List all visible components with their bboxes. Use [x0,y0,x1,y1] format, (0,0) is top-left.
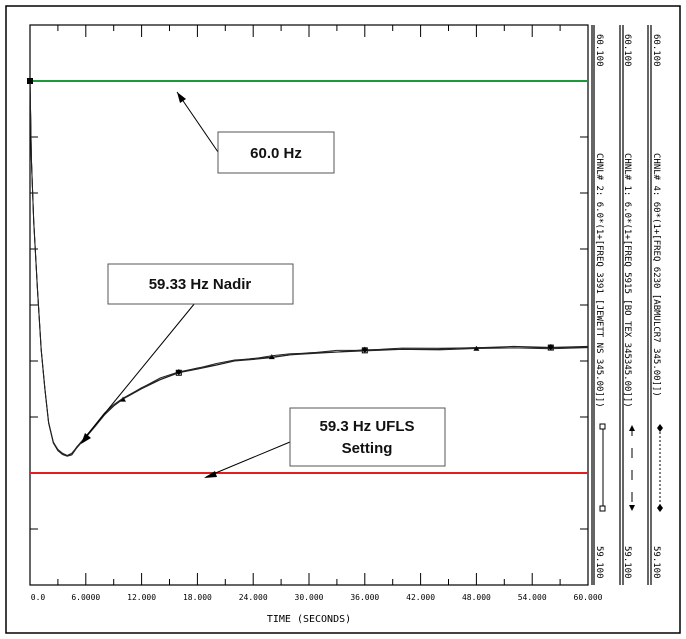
plot-area [29,24,589,586]
legend-col2-ybottom: 59.100 [622,546,632,579]
x-tick-label: 36.000 [350,593,379,602]
legend-col1-ybottom: 59.100 [594,546,604,579]
callout-ufls: 59.3 Hz UFLS Setting [204,407,446,478]
callout-nadir: 59.33 Hz Nadir [81,263,294,444]
series-group [27,77,589,457]
axis-ticks [29,24,589,586]
x-tick-label: 30.000 [295,593,324,602]
x-tick-label: 6.0000 [71,593,100,602]
x-tick-label: 0.0 [31,593,46,602]
legend-col3-ybottom: 59.100 [651,546,661,579]
callout-ufls-text-line1: 59.3 Hz UFLS [319,418,414,435]
x-axis-label: TIME (SECONDS) [267,614,351,625]
legend-col2-series: CHNL# 1: 6.0*(1+[FREQ 5915 [BO TEX 34534… [622,153,632,408]
legend-col3-ytop: 60.100 [651,34,661,67]
outer-border [5,5,681,634]
x-tick-label: 12.000 [127,593,156,602]
series-line-3 [29,80,589,457]
callout-60hz-text: 60.0 Hz [250,145,302,162]
x-tick-label: 60.000 [574,593,603,602]
callout-ufls-text-line2: Setting [342,440,393,457]
legend-col1-ytop: 60.100 [594,34,604,67]
x-tick-label: 24.000 [239,593,268,602]
series-marker-2 [268,354,275,360]
callout-60hz: 60.0 Hz [176,91,335,174]
series-marker-3 [361,346,368,353]
legend-col2-ytop: 60.100 [622,34,632,67]
legend-col1-series: CHNL# 2: 6.0*(1+[FREQ 3391 [JEWETT NS 34… [594,153,604,408]
series-marker-2 [120,396,126,402]
legend-col3-marker [657,424,663,512]
x-tick-label: 18.000 [183,593,212,602]
x-tick-label: 48.000 [462,593,491,602]
legend-col1-marker [599,423,606,512]
series-marker-3 [547,343,554,350]
series-marker-3 [175,369,182,376]
callout-nadir-text: 59.33 Hz Nadir [149,276,252,293]
series-marker-3 [27,77,33,84]
x-tick-label: 54.000 [518,593,547,602]
x-tick-label: 42.000 [406,593,435,602]
legend-col3-series: CHNL# 4: 60*(1+[FREQ 6230 [ABMULCR7 345.… [651,153,661,397]
legend-col2-marker [629,425,635,511]
legend-panel: 60.100 CHNL# 2: 6.0*(1+[FREQ 3391 [JEWET… [591,25,663,585]
x-tick-labels: 0.0 6.0000 12.000 18.000 24.000 30.000 36.000 4… [31,593,603,602]
